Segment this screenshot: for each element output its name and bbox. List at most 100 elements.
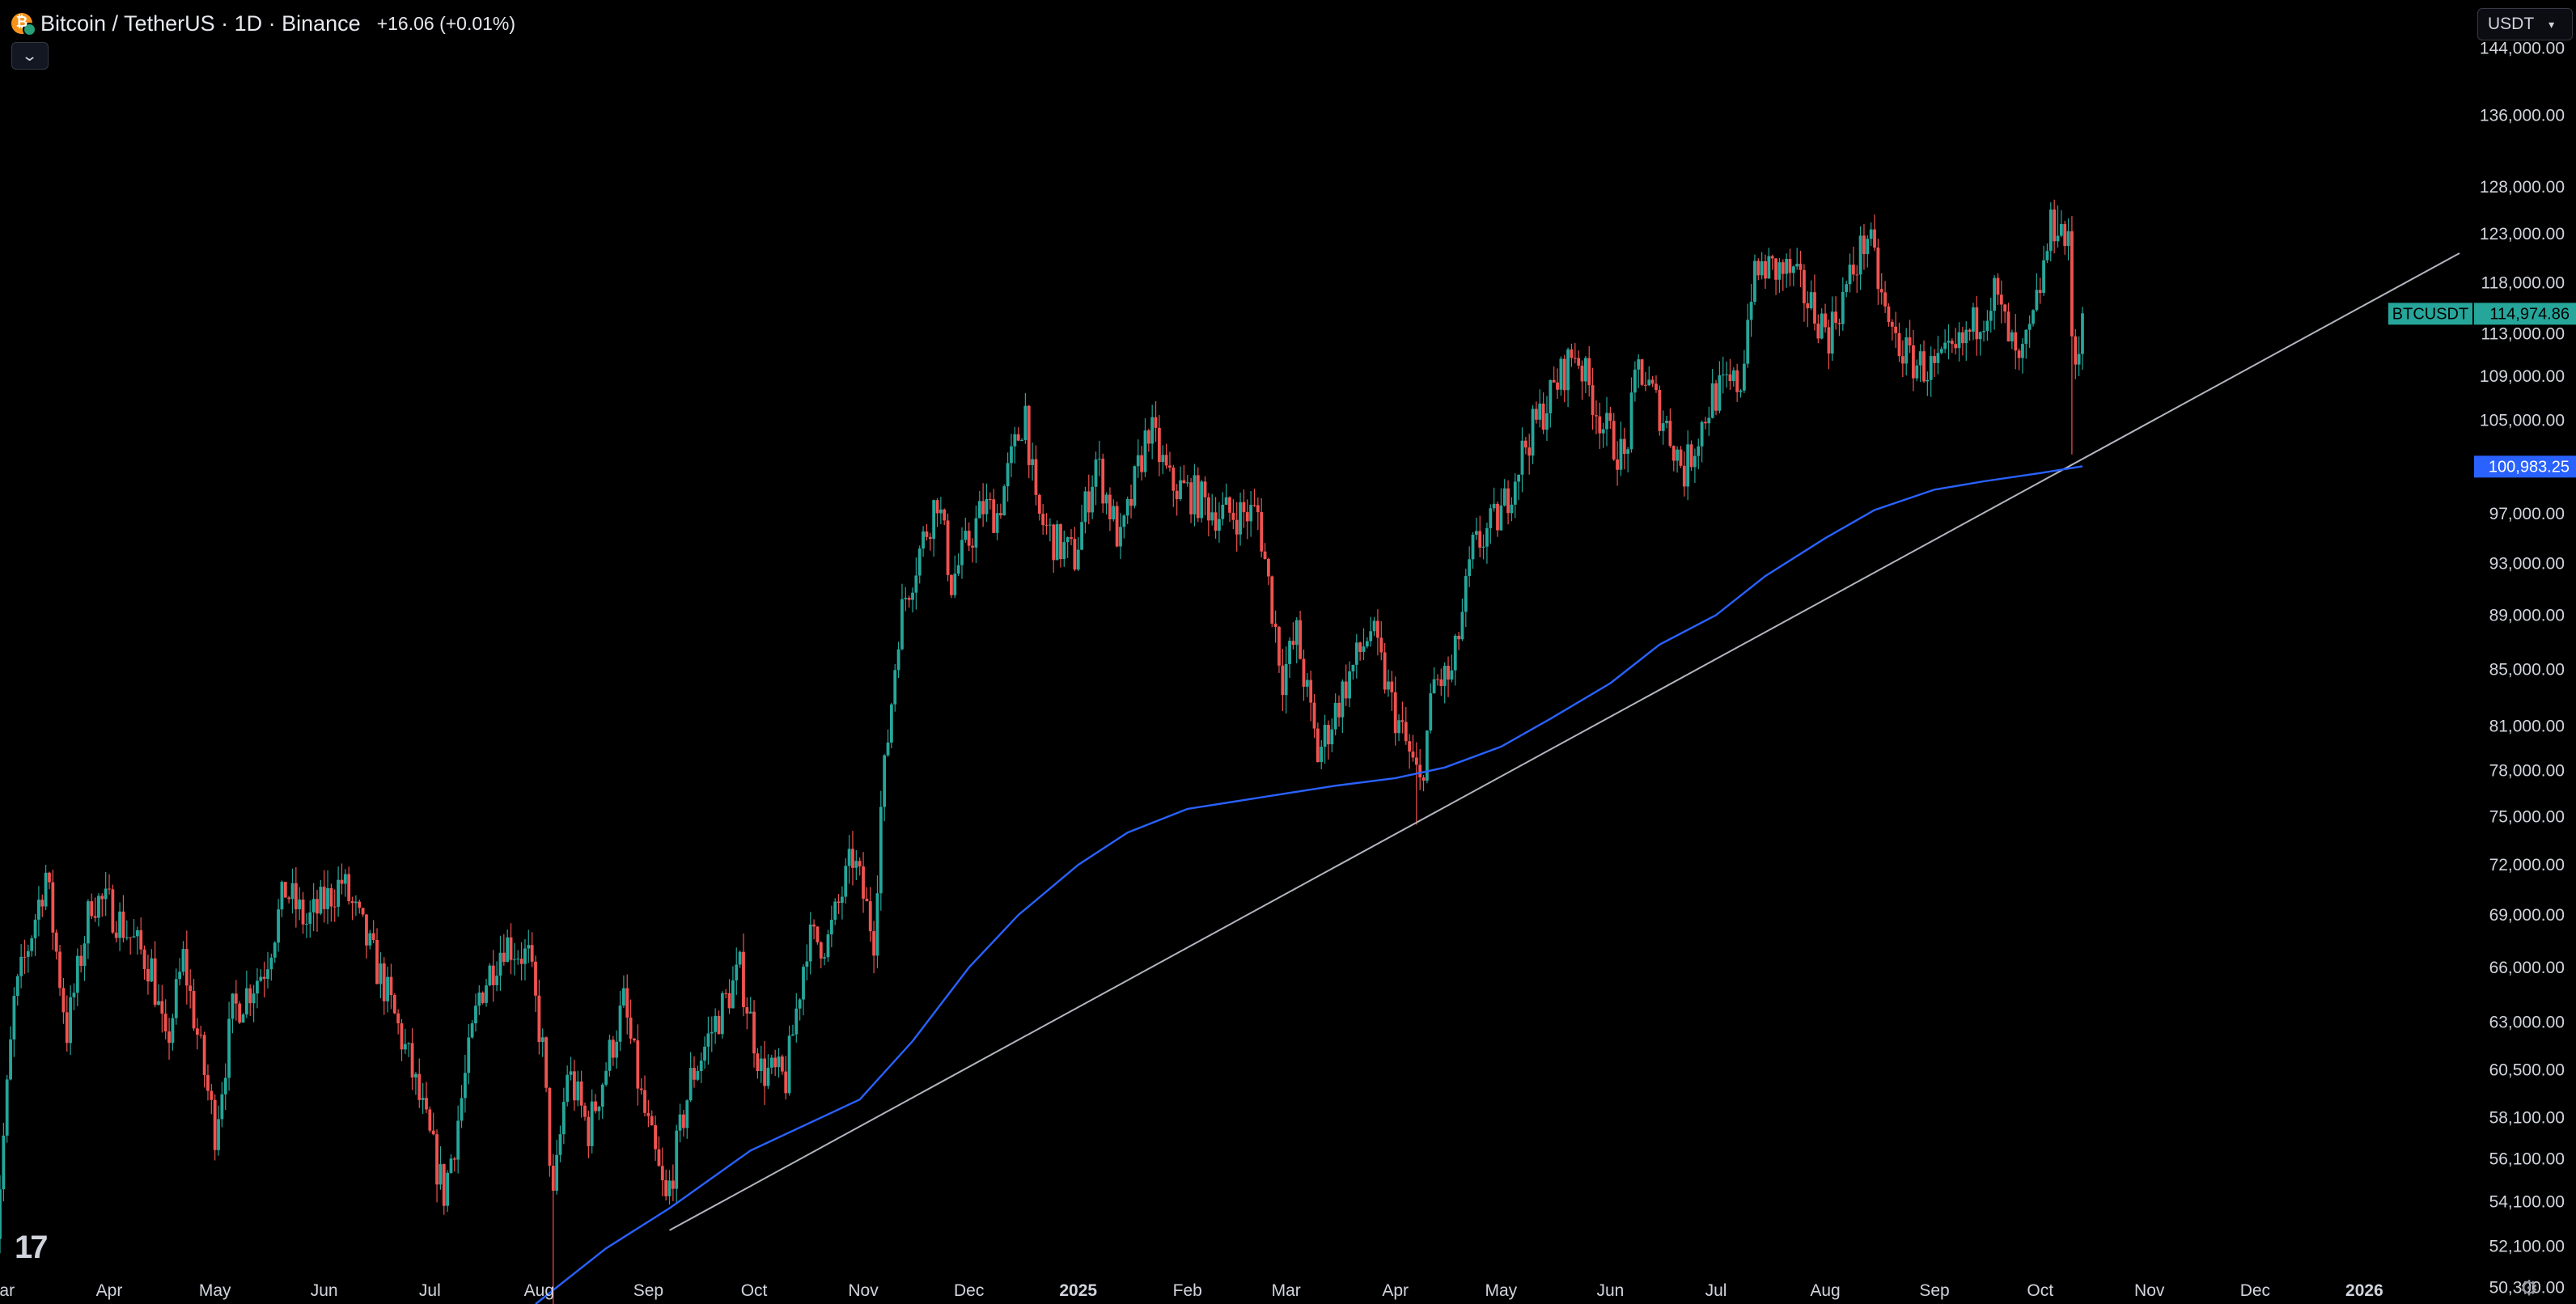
candle-body[interactable] xyxy=(213,1099,217,1150)
candle-body[interactable] xyxy=(1076,549,1080,570)
candle-body[interactable] xyxy=(893,670,897,705)
candle-body[interactable] xyxy=(1866,239,1870,255)
candle-body[interactable] xyxy=(985,499,989,514)
candle-body[interactable] xyxy=(1489,508,1493,528)
candle-body[interactable] xyxy=(435,1134,439,1185)
candle-body[interactable] xyxy=(1954,344,1958,349)
candle-body[interactable] xyxy=(1439,679,1443,687)
candle-body[interactable] xyxy=(621,988,625,1006)
candle-body[interactable] xyxy=(1665,421,1668,424)
candle-body[interactable] xyxy=(311,899,316,912)
candle-body[interactable] xyxy=(1073,539,1077,570)
candle-body[interactable] xyxy=(392,995,396,1014)
candle-body[interactable] xyxy=(1978,332,1982,340)
candle-body[interactable] xyxy=(1041,514,1045,526)
candle-body[interactable] xyxy=(988,499,992,501)
candle-body[interactable] xyxy=(1714,383,1718,411)
candle-body[interactable] xyxy=(1556,382,1559,390)
candle-body[interactable] xyxy=(773,1057,777,1068)
candle-body[interactable] xyxy=(1083,491,1087,523)
candle-body[interactable] xyxy=(544,1037,548,1088)
candle-body[interactable] xyxy=(12,996,16,1039)
candle-body[interactable] xyxy=(2059,224,2063,236)
candle-body[interactable] xyxy=(865,898,869,902)
candle-body[interactable] xyxy=(425,1098,428,1110)
candle-body[interactable] xyxy=(386,976,389,1001)
candle-body[interactable] xyxy=(576,1081,580,1101)
candle-body[interactable] xyxy=(629,1017,633,1039)
candle-body[interactable] xyxy=(1587,358,1591,386)
candle-body[interactable] xyxy=(1577,358,1581,366)
candle-body[interactable] xyxy=(1341,681,1345,718)
candle-body[interactable] xyxy=(1908,337,1912,345)
candle-body[interactable] xyxy=(1830,311,1834,354)
candle-body[interactable] xyxy=(1644,384,1647,386)
candle-body[interactable] xyxy=(1985,320,1989,332)
candle-body[interactable] xyxy=(1185,482,1189,484)
candle-body[interactable] xyxy=(354,901,358,904)
candle-body[interactable] xyxy=(1411,751,1415,758)
candle-body[interactable] xyxy=(512,959,516,960)
candle-body[interactable] xyxy=(396,1013,400,1024)
candle-body[interactable] xyxy=(1601,429,1605,434)
candle-body[interactable] xyxy=(1393,692,1397,734)
candle-body[interactable] xyxy=(1182,480,1186,484)
candle-body[interactable] xyxy=(1203,481,1207,497)
candle-body[interactable] xyxy=(316,899,319,914)
candle-body[interactable] xyxy=(1580,366,1584,382)
candle-body[interactable] xyxy=(1788,259,1792,273)
candle-body[interactable] xyxy=(61,988,66,1013)
candle-body[interactable] xyxy=(1193,475,1197,514)
candle-body[interactable] xyxy=(1851,265,1855,275)
candle-body[interactable] xyxy=(439,1164,443,1185)
candle-body[interactable] xyxy=(1115,506,1119,547)
candle-body[interactable] xyxy=(1429,693,1433,731)
candle-body[interactable] xyxy=(907,598,911,600)
candle-body[interactable] xyxy=(294,883,298,910)
candle-body[interactable] xyxy=(58,951,61,989)
candle-body[interactable] xyxy=(277,909,280,943)
candle-body[interactable] xyxy=(1799,264,1803,270)
candle-body[interactable] xyxy=(1214,512,1218,531)
candle-body[interactable] xyxy=(2070,231,2074,337)
candle-body[interactable] xyxy=(925,531,929,537)
candle-body[interactable] xyxy=(1999,294,2003,305)
candle-body[interactable] xyxy=(1239,502,1242,535)
candle-body[interactable] xyxy=(530,945,534,962)
candle-body[interactable] xyxy=(752,1011,756,1054)
candle-body[interactable] xyxy=(1270,576,1274,624)
candle-body[interactable] xyxy=(1640,359,1644,385)
candle-body[interactable] xyxy=(1161,455,1165,463)
candle-body[interactable] xyxy=(1450,670,1454,680)
candle-body[interactable] xyxy=(1803,269,1806,303)
candle-body[interactable] xyxy=(932,500,936,540)
candle-body[interactable] xyxy=(1457,635,1460,640)
candle-body[interactable] xyxy=(1915,365,1919,379)
candle-body[interactable] xyxy=(1316,728,1320,762)
candle-body[interactable] xyxy=(1989,311,1993,321)
candle-body[interactable] xyxy=(69,997,73,1044)
candle-body[interactable] xyxy=(604,1070,608,1085)
candle-body[interactable] xyxy=(93,916,97,918)
candle-body[interactable] xyxy=(470,1023,474,1038)
candle-body[interactable] xyxy=(118,911,121,938)
candle-body[interactable] xyxy=(375,939,379,984)
candle-body[interactable] xyxy=(2,1135,6,1190)
candle-body[interactable] xyxy=(1031,459,1035,465)
candle-body[interactable] xyxy=(706,1033,710,1047)
candle-body[interactable] xyxy=(1760,260,1764,276)
candle-body[interactable] xyxy=(2077,354,2081,365)
candle-body[interactable] xyxy=(1549,379,1553,413)
candle-body[interactable] xyxy=(1562,358,1566,391)
candle-body[interactable] xyxy=(879,807,883,894)
candle-body[interactable] xyxy=(1841,291,1845,324)
candle-body[interactable] xyxy=(1499,505,1503,531)
candle-body[interactable] xyxy=(1252,505,1256,506)
candle-body[interactable] xyxy=(1541,403,1545,430)
candle-body[interactable] xyxy=(244,988,248,1015)
candle-body[interactable] xyxy=(0,1189,2,1239)
candle-body[interactable] xyxy=(1767,256,1771,279)
candle-body[interactable] xyxy=(555,1154,559,1191)
candle-body[interactable] xyxy=(241,1014,245,1023)
